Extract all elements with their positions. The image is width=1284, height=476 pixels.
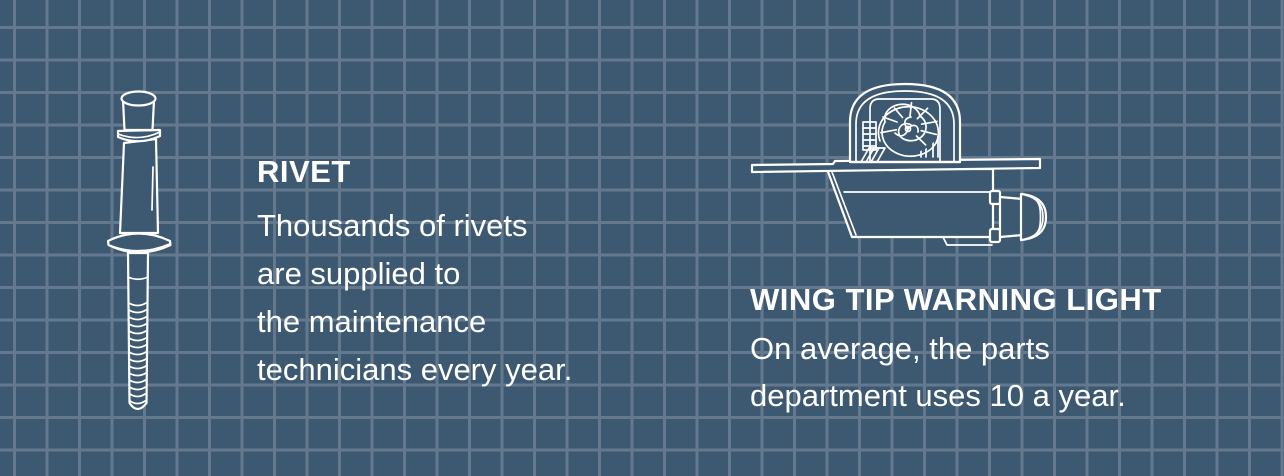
rivet-description-line: are supplied to	[257, 256, 461, 291]
wing-tip-warning-light-figure	[745, 78, 1055, 263]
rivet-text-block: RIVET Thousands of rivets are supplied t…	[257, 155, 572, 394]
wing-tip-warning-light-description-line: department uses 10 a year.	[750, 378, 1126, 413]
rivet-title: RIVET	[257, 154, 351, 189]
rivet-description: Thousands of rivets are supplied to the …	[257, 202, 572, 394]
wing-tip-warning-light-text-block: WING TIP WARNING LIGHT On average, the p…	[750, 283, 1162, 419]
rivet-figure	[95, 85, 185, 420]
wing-tip-warning-light-illustration-icon	[750, 82, 1048, 246]
wing-tip-warning-light-description-line: On average, the parts	[750, 331, 1050, 366]
wing-tip-warning-light-description: On average, the parts department uses 10…	[750, 325, 1162, 419]
rivet-illustration-icon	[106, 90, 172, 411]
rivet-description-line: technicians every year.	[257, 352, 573, 387]
rivet-description-line: the maintenance	[257, 304, 487, 339]
rivet-description-line: Thousands of rivets	[257, 208, 528, 243]
wing-tip-warning-light-title: WING TIP WARNING LIGHT	[750, 282, 1162, 317]
